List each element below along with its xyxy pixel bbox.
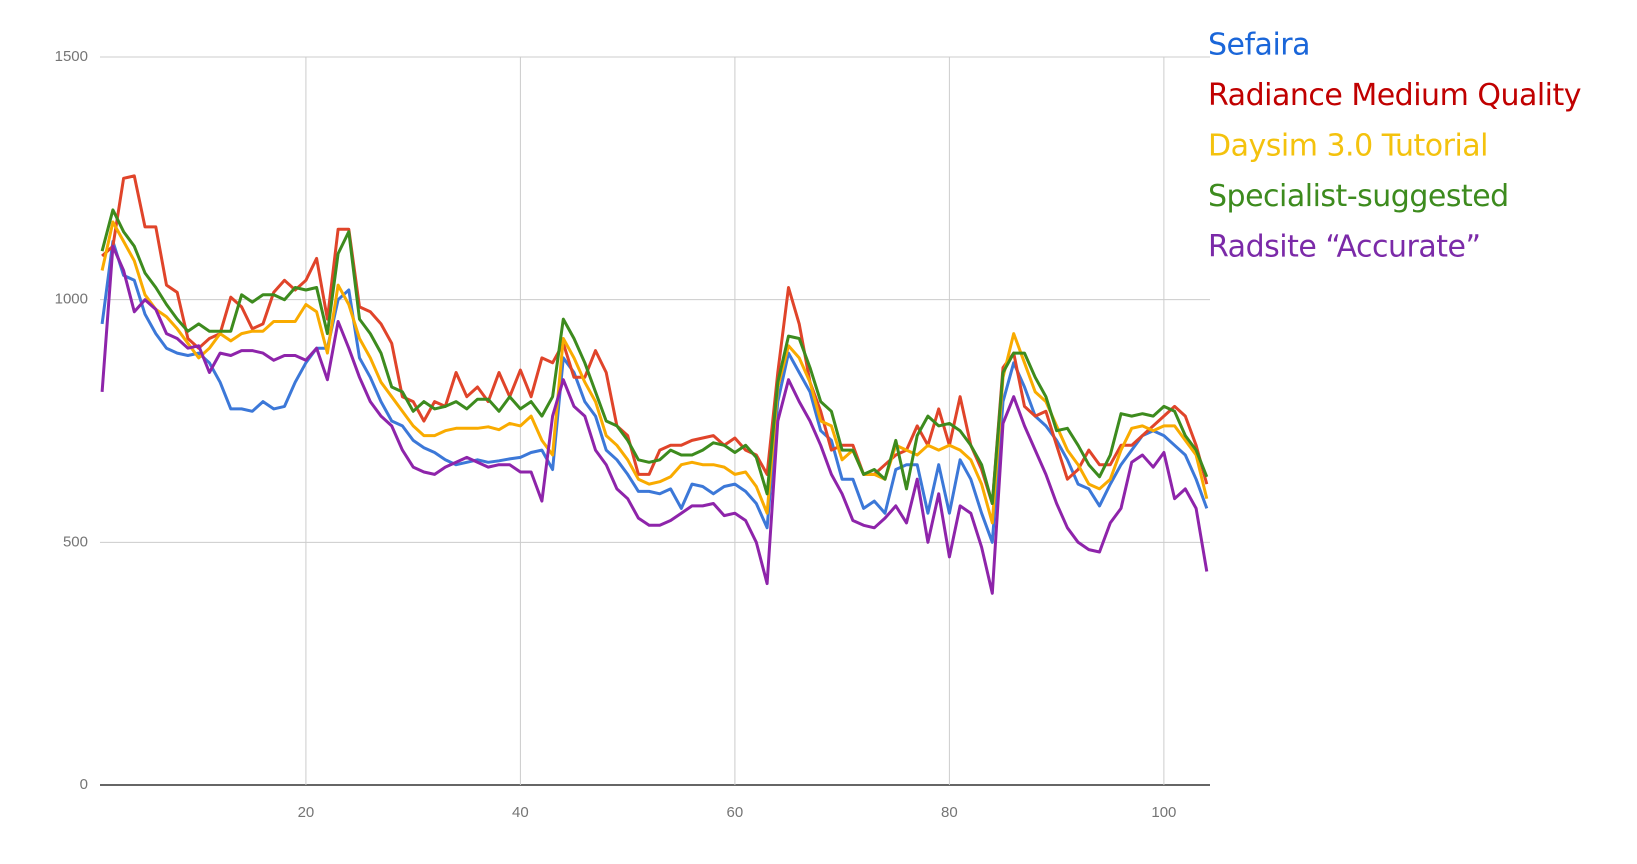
y-tick-label: 1500: [55, 48, 88, 65]
x-tick-label: 40: [512, 804, 529, 821]
legend-entry: Radsite “Accurate”: [1208, 230, 1480, 265]
x-tick-label: 100: [1151, 804, 1176, 821]
legend-entry: Specialist-suggested: [1208, 179, 1509, 214]
legend-entry: Daysim 3.0 Tutorial: [1208, 129, 1488, 164]
series-line: [100, 208, 1209, 505]
x-tick-label: 20: [298, 804, 315, 821]
series-line: [100, 244, 1209, 595]
y-tick-label: 0: [80, 776, 88, 793]
legend-entry: Sefaira: [1208, 28, 1310, 63]
y-tick-label: 1000: [55, 291, 88, 308]
series-line: [101, 174, 1209, 505]
x-tick-label: 60: [727, 804, 744, 821]
y-tick-label: 500: [63, 533, 88, 550]
series-line: [100, 220, 1209, 525]
legend-entry: Radiance Medium Quality: [1208, 78, 1581, 113]
x-tick-label: 80: [941, 804, 958, 821]
series-line: [100, 239, 1209, 544]
